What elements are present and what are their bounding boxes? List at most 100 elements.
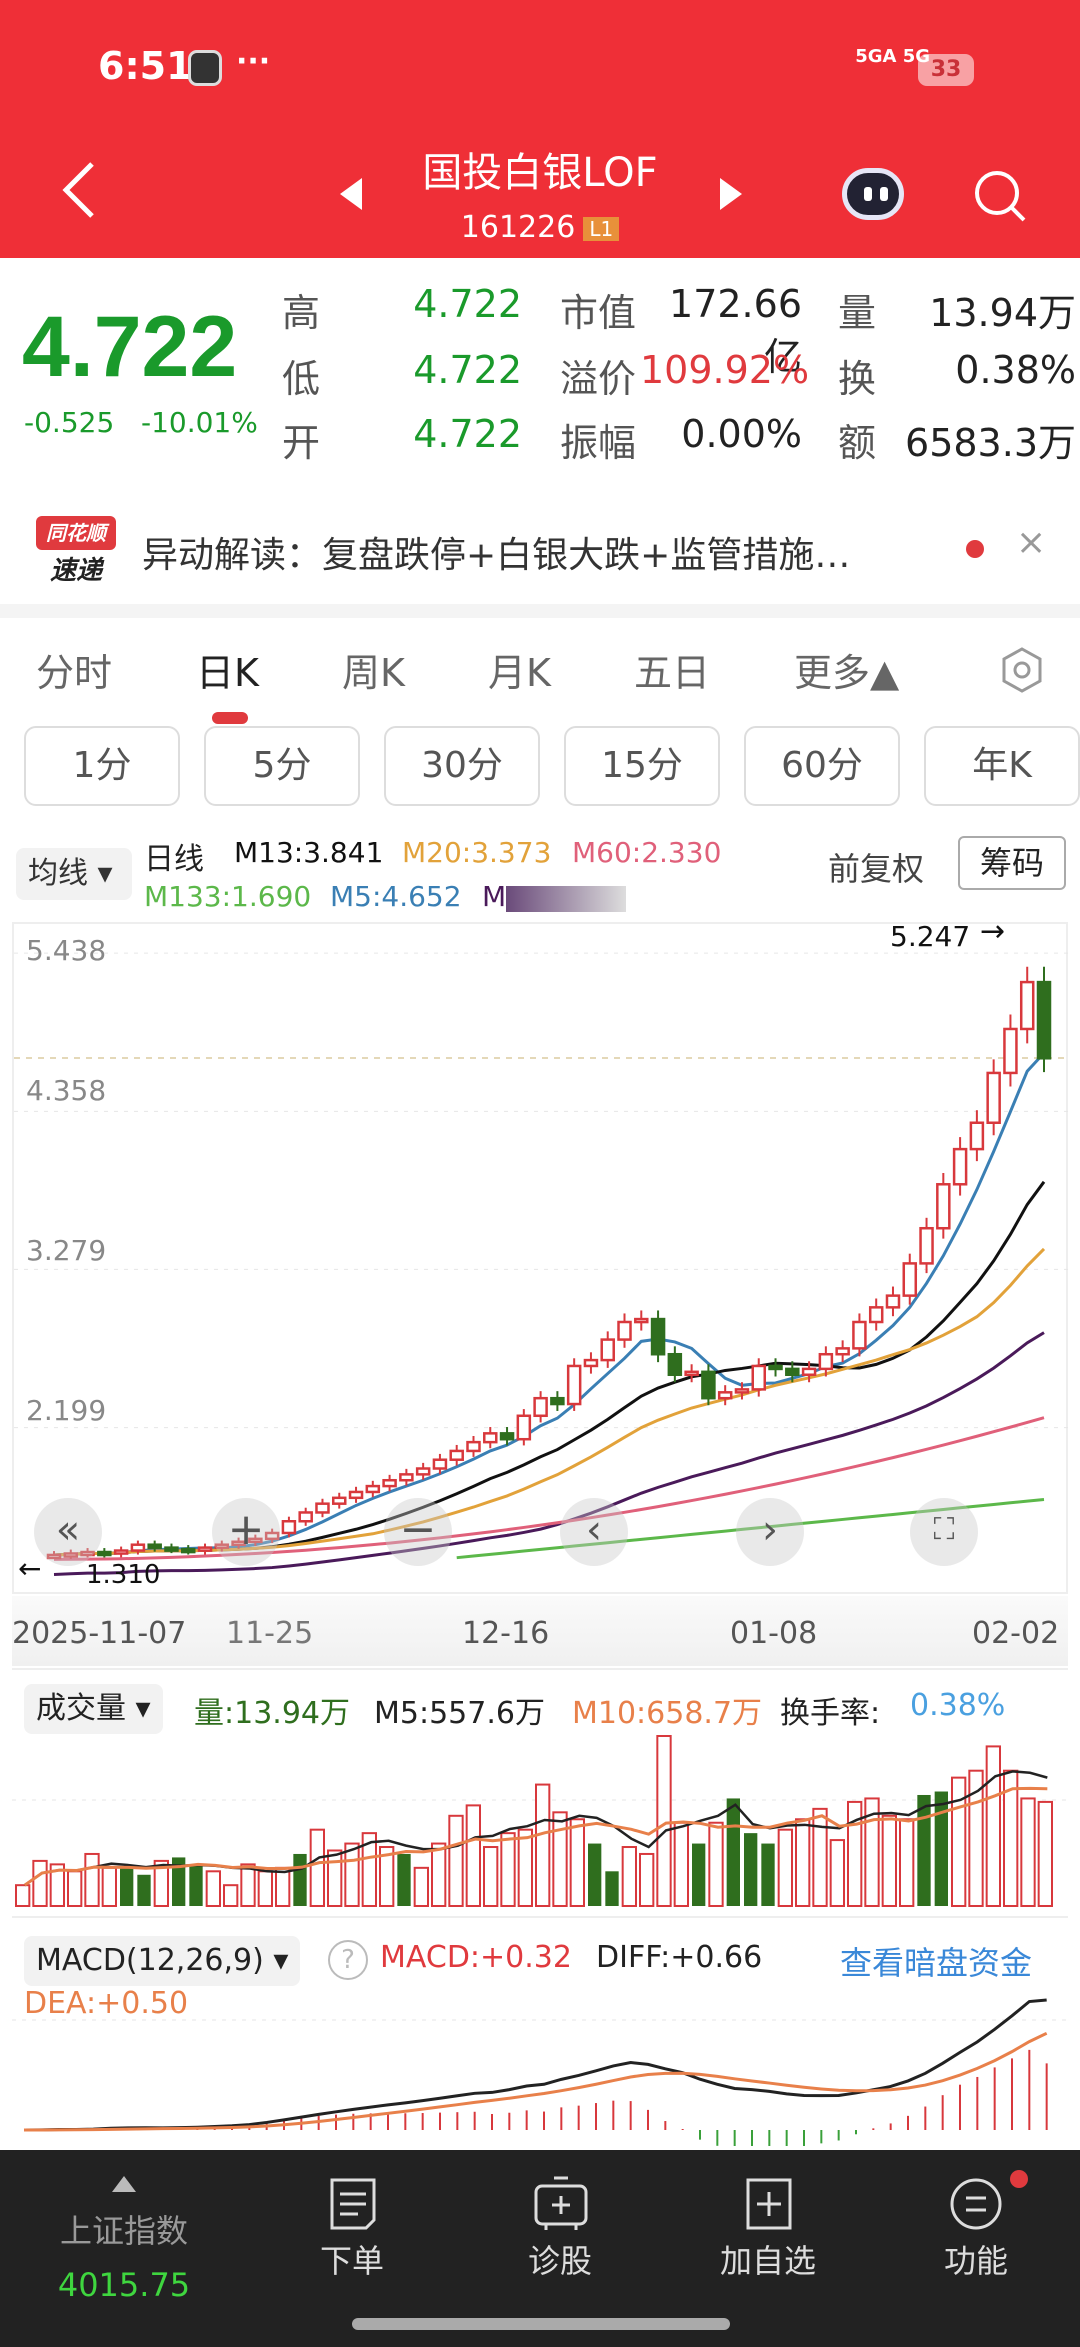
high-value: 4.722 (413, 282, 522, 326)
ma-legend: 均线 ▾ 日线 M13:3.841 M20:3.373 M60:2.330 M1… (0, 830, 1080, 930)
line-type-label: 日线 (144, 842, 204, 877)
period-30min[interactable]: 30分 (384, 726, 540, 806)
period-1min[interactable]: 1分 (24, 726, 180, 806)
tab-weekly-k[interactable]: 周K (342, 651, 405, 695)
max-price-marker: 5.247 (890, 920, 971, 953)
nav-label: 诊股 (527, 2242, 592, 2280)
volume-value: 13.94万 (929, 291, 1076, 335)
help-icon[interactable]: ? (328, 1940, 368, 1980)
top-bar: 6:51 ··· 5GA 5G 33 国投白银LOF 161226 L1 (0, 0, 1080, 258)
x-tick: 11-25 (226, 1616, 314, 1651)
volume-value: 量:13.94万 (194, 1696, 350, 1731)
home-indicator[interactable] (352, 2318, 730, 2330)
nav-order[interactable]: 下单 (252, 2150, 452, 2300)
ma-selector-button[interactable]: 均线 ▾ (16, 848, 132, 900)
scroll-right-icon[interactable]: › (736, 1498, 804, 1566)
expand-up-icon (112, 2176, 136, 2192)
high-label: 高 (282, 291, 321, 335)
price-change: -0.525 -10.01% (24, 406, 258, 439)
add-watchlist-icon (746, 2178, 792, 2230)
fullscreen-icon[interactable]: ⛶ (910, 1498, 978, 1566)
volume-bars (12, 1735, 1068, 1908)
period-yearly-k[interactable]: 年K (924, 726, 1080, 806)
prev-stock-button[interactable] (340, 178, 362, 210)
x-tick: 01-08 (730, 1616, 818, 1651)
rewind-icon[interactable]: « (34, 1498, 102, 1566)
clock-app-icon (188, 50, 222, 86)
max-arrow-icon: → (980, 914, 1006, 949)
macd-panel[interactable]: MACD(12,26,9) ▾ ? MACD:+0.32 DIFF:+0.66 … (12, 1916, 1068, 2146)
period-60min[interactable]: 60分 (744, 726, 900, 806)
x-tick: 12-16 (462, 1616, 550, 1651)
tab-daily-k[interactable]: 日K (196, 651, 259, 695)
y-tick: 2.199 (26, 1394, 107, 1427)
change-value: -0.525 (24, 406, 115, 439)
next-stock-button[interactable] (720, 178, 742, 210)
nav-add-watchlist[interactable]: 加自选 (668, 2150, 868, 2300)
open-value: 4.722 (413, 412, 522, 456)
bottom-nav: 上证指数 4015.75 下单 诊股 加自选 功能 (0, 2150, 1080, 2347)
blurred-value (506, 886, 626, 912)
min-arrow-icon: ← (18, 1552, 42, 1585)
x-tick: 02-02 (972, 1616, 1060, 1651)
search-icon[interactable] (972, 168, 1028, 224)
y-tick: 3.279 (26, 1234, 107, 1267)
stock-code-row: 161226 L1 (0, 210, 1080, 245)
ma-hidden-value: M (482, 880, 507, 913)
premium-label: 溢价 (560, 357, 637, 401)
zoom-out-icon[interactable]: − (384, 1498, 452, 1566)
macd-indicator-button[interactable]: MACD(12,26,9) ▾ (24, 1936, 301, 1986)
signal-icon: 5GA 5G (855, 46, 930, 67)
ai-assistant-icon[interactable] (842, 168, 904, 220)
open-label: 开 (282, 421, 321, 465)
back-icon[interactable] (62, 160, 96, 220)
news-ticker[interactable]: 同花顺 速递 异动解读：复盘跌停+白银大跌+监管措施… × (0, 496, 1080, 604)
volume-label: 量 (838, 291, 877, 335)
low-label: 低 (282, 357, 321, 401)
chips-button[interactable]: 筹码 (958, 836, 1066, 890)
dark-pool-link[interactable]: 查看暗盘资金 (840, 1944, 1033, 1982)
nav-functions[interactable]: 功能 (876, 2150, 1076, 2300)
logo-top: 同花顺 (36, 516, 116, 550)
scroll-left-icon[interactable]: ‹ (560, 1498, 628, 1566)
tab-monthly-k[interactable]: 月K (488, 651, 551, 695)
order-icon (330, 2178, 376, 2230)
period-selector: 1分 5分 30分 15分 60分 年K (0, 726, 1080, 814)
active-tab-indicator (212, 712, 248, 724)
volume-m5: M5:557.6万 (374, 1696, 545, 1731)
price-adjust-toggle[interactable]: 前复权 (828, 850, 925, 888)
period-15min[interactable]: 15分 (564, 726, 720, 806)
diagnose-icon (534, 2176, 588, 2230)
current-price: 4.722 (22, 299, 238, 395)
close-icon[interactable]: × (1016, 522, 1047, 563)
tab-more[interactable]: 更多▲ (794, 651, 900, 695)
volume-indicator-button[interactable]: 成交量 ▾ (24, 1684, 163, 1734)
turnover-rate-value: 0.38% (910, 1688, 1006, 1723)
macd-plot (12, 1998, 1068, 2146)
nav-label: 加自选 (719, 2242, 816, 2280)
volume-panel[interactable]: 成交量 ▾ 量:13.94万 M5:557.6万 M10:658.7万 换手率:… (12, 1668, 1068, 1908)
ma20-value: M20:3.373 (402, 836, 552, 869)
candlestick-plot (14, 952, 1070, 1576)
candlestick-chart[interactable]: 5.438 4.358 3.279 2.199 5.247 → ← 1.310 … (12, 914, 1070, 1594)
divider (0, 604, 1080, 618)
zoom-in-icon[interactable]: + (212, 1498, 280, 1566)
tab-intraday[interactable]: 分时 (36, 651, 113, 695)
quote-panel: 4.722 -0.525 -10.01% 高 4.722 市值 172.66亿 … (0, 258, 1080, 468)
nav-label: 下单 (319, 2242, 384, 2280)
turnover-label: 换 (838, 357, 877, 401)
amplitude-value: 0.00% (681, 412, 802, 456)
turnover-value: 0.38% (955, 348, 1076, 392)
index-name: 上证指数 (59, 2212, 188, 2250)
settings-icon[interactable] (1000, 646, 1044, 694)
market-cap-label: 市值 (560, 291, 637, 335)
nav-diagnose[interactable]: 诊股 (460, 2150, 660, 2300)
tab-five-day[interactable]: 五日 (634, 651, 711, 695)
nav-label: 功能 (943, 2242, 1008, 2280)
notification-dot-icon (1010, 2170, 1028, 2188)
amount-value: 6583.3万 (905, 421, 1076, 465)
diff-value: DIFF:+0.66 (596, 1940, 763, 1975)
period-5min[interactable]: 5分 (204, 726, 360, 806)
news-text[interactable]: 异动解读：复盘跌停+白银大跌+监管措施… (142, 535, 851, 576)
robot-eye (880, 187, 888, 201)
